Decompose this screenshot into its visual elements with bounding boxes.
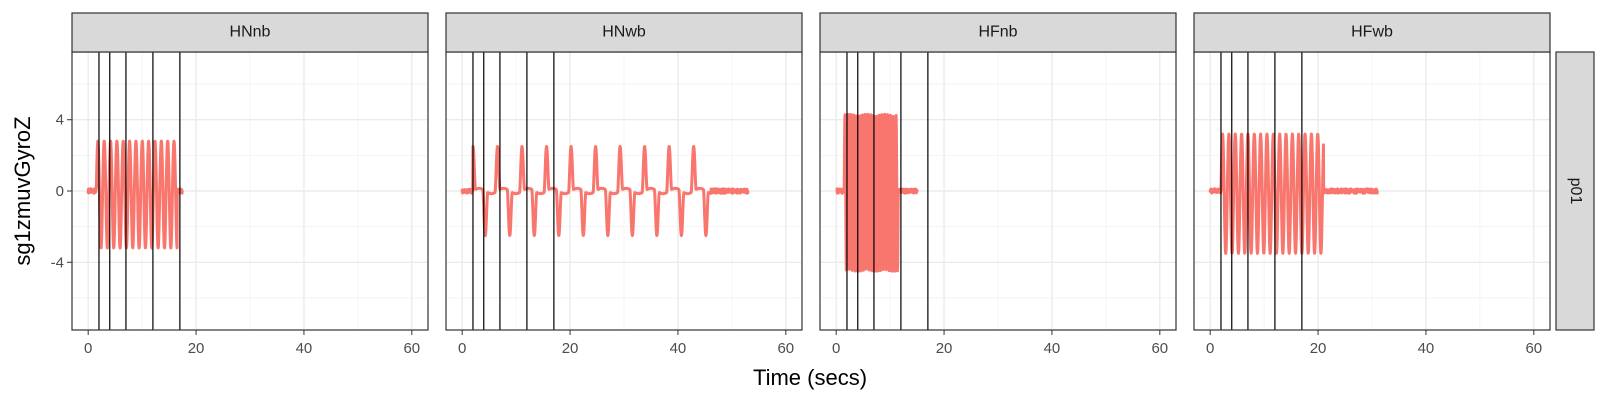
x-tick-label: 60 (777, 340, 794, 357)
x-axis-title: Time (secs) (753, 365, 867, 390)
y-axis-title: sg1zmuvGyroZ (10, 116, 35, 265)
series-line (86, 139, 184, 250)
panel-strip (71, 12, 429, 53)
x-tick-label: 0 (1206, 340, 1214, 357)
series-line (1208, 132, 1379, 255)
y-tick-label: 4 (56, 112, 64, 129)
panel-strip-label: HNnb (230, 24, 271, 41)
x-tick-label: 0 (84, 340, 92, 357)
panel-strip (819, 12, 1177, 53)
x-tick-label: 0 (832, 340, 840, 357)
x-tick-label: 40 (1418, 340, 1435, 357)
panel-strip-label: HFnb (978, 24, 1017, 41)
panel-strip (1193, 12, 1551, 53)
x-tick-label: 20 (936, 340, 953, 357)
panel-hfwb: HFwb 0 20 40 60 (1193, 12, 1551, 357)
row-strip-label: p01 (1567, 178, 1584, 205)
x-tick-label: 60 (1151, 340, 1168, 357)
y-tick-label: 0 (56, 183, 64, 200)
panel-hnwb: HNwb 0 20 40 60 (445, 12, 803, 357)
panel-strip-label: HNwb (602, 24, 646, 41)
x-tick-label: 20 (562, 340, 579, 357)
panel-hnnb: HNnb 0 20 40 60 (71, 12, 429, 357)
series-line (460, 144, 750, 238)
x-tick-label: 0 (458, 340, 466, 357)
x-tick-label: 60 (1525, 340, 1542, 357)
series-line (834, 112, 919, 273)
panels-layer: HNnb 0 20 40 60 HNwb 0 20 40 60 HFnb 0 20 40 60 HFwb 0 20… (71, 12, 1551, 357)
x-tick-label: 20 (188, 340, 205, 357)
panel-strip (445, 12, 803, 53)
x-tick-label: 20 (1310, 340, 1327, 357)
x-tick-label: 40 (1044, 340, 1061, 357)
x-tick-label: 40 (670, 340, 687, 357)
y-axis: 4 0 -4 (51, 112, 72, 271)
row-strip: p01 (1555, 51, 1595, 331)
x-tick-label: 40 (296, 340, 313, 357)
panel-strip-label: HFwb (1351, 24, 1393, 41)
x-tick-label: 60 (403, 340, 420, 357)
panel-hfnb: HFnb 0 20 40 60 (819, 12, 1177, 357)
y-tick-label: -4 (51, 254, 64, 271)
